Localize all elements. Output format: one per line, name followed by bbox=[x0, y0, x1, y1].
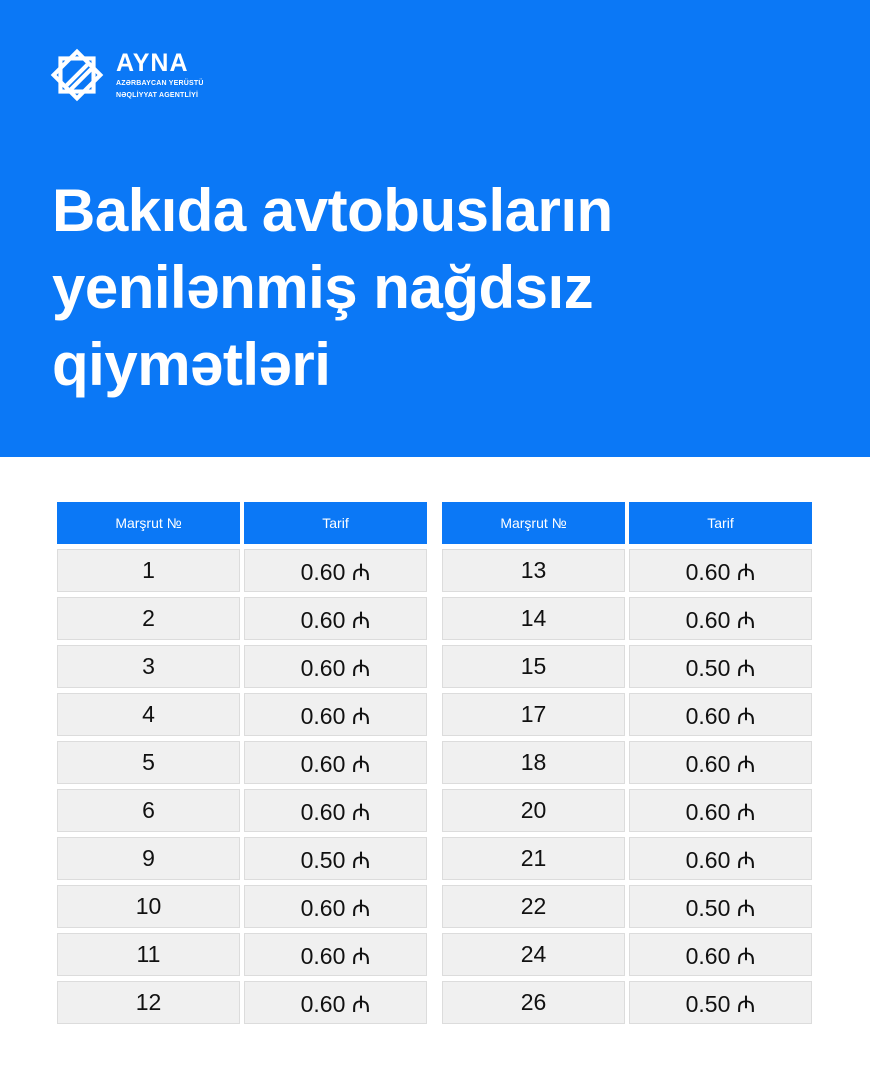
route-number-cell: 14 bbox=[442, 597, 625, 640]
route-number-cell: 6 bbox=[57, 789, 240, 832]
tariff-cell: 0.60 ₼ bbox=[244, 933, 427, 976]
fare-table-right: Marşrut № Tarif 13 0.60 ₼ 14 0.60 ₼ 15 0.50 ₼ 17… bbox=[442, 502, 812, 1024]
route-number-cell: 15 bbox=[442, 645, 625, 688]
header-route: Marşrut № bbox=[442, 502, 625, 544]
route-number-cell: 11 bbox=[57, 933, 240, 976]
tariff-cell: 0.50 ₼ bbox=[244, 837, 427, 880]
route-number-cell: 9 bbox=[57, 837, 240, 880]
tariff-cell: 0.60 ₼ bbox=[244, 789, 427, 832]
tariff-cell: 0.60 ₼ bbox=[244, 693, 427, 736]
fare-table-left: Marşrut № Tarif 1 0.60 ₼ 2 0.60 ₼ 3 0.60 ₼ 4 0.60… bbox=[57, 502, 427, 1024]
header-tariff: Tarif bbox=[629, 502, 812, 544]
tariff-cell: 0.50 ₼ bbox=[629, 885, 812, 928]
tariff-cell: 0.60 ₼ bbox=[629, 837, 812, 880]
route-number-cell: 22 bbox=[442, 885, 625, 928]
logo-subtitle-2: NƏQLİYYAT AGENTLİYİ bbox=[116, 92, 199, 99]
tariff-cell: 0.60 ₼ bbox=[244, 885, 427, 928]
tariff-cell: 0.60 ₼ bbox=[629, 789, 812, 832]
tariff-cell: 0.60 ₼ bbox=[629, 933, 812, 976]
route-number-cell: 13 bbox=[442, 549, 625, 592]
title-line: Bakıda avtobusların bbox=[52, 177, 613, 244]
tariff-cell: 0.60 ₼ bbox=[629, 549, 812, 592]
route-number-cell: 17 bbox=[442, 693, 625, 736]
logo-subtitle-1: AZƏRBAYCAN YERÜSTÜ bbox=[116, 80, 204, 87]
ayna-logo: AYNA AZƏRBAYCAN YERÜSTÜ NƏQLİYYAT AGENTL… bbox=[46, 44, 204, 106]
tariff-cell: 0.60 ₼ bbox=[244, 645, 427, 688]
tariff-cell: 0.60 ₼ bbox=[244, 981, 427, 1024]
tariff-cell: 0.60 ₼ bbox=[244, 741, 427, 784]
route-number-cell: 20 bbox=[442, 789, 625, 832]
route-number-cell: 10 bbox=[57, 885, 240, 928]
route-number-cell: 24 bbox=[442, 933, 625, 976]
tariff-cell: 0.60 ₼ bbox=[629, 741, 812, 784]
tariff-cell: 0.60 ₼ bbox=[244, 597, 427, 640]
route-number-cell: 1 bbox=[57, 549, 240, 592]
route-number-cell: 4 bbox=[57, 693, 240, 736]
route-number-cell: 18 bbox=[442, 741, 625, 784]
ayna-star-icon bbox=[50, 48, 104, 102]
route-number-cell: 5 bbox=[57, 741, 240, 784]
route-number-cell: 12 bbox=[57, 981, 240, 1024]
logo-name: AYNA bbox=[116, 49, 189, 77]
title-line: yenilənmiş nağdsız bbox=[52, 254, 594, 321]
header-tariff: Tarif bbox=[244, 502, 427, 544]
tariff-cell: 0.60 ₼ bbox=[629, 597, 812, 640]
route-number-cell: 21 bbox=[442, 837, 625, 880]
tariff-cell: 0.50 ₼ bbox=[629, 645, 812, 688]
page-title: Bakıda avtobusların yenilənmiş nağdsız q… bbox=[52, 172, 613, 403]
tariff-cell: 0.50 ₼ bbox=[629, 981, 812, 1024]
route-number-cell: 2 bbox=[57, 597, 240, 640]
header-banner: AYNA AZƏRBAYCAN YERÜSTÜ NƏQLİYYAT AGENTL… bbox=[0, 0, 870, 457]
route-number-cell: 26 bbox=[442, 981, 625, 1024]
header-route: Marşrut № bbox=[57, 502, 240, 544]
tariff-cell: 0.60 ₼ bbox=[244, 549, 427, 592]
title-line: qiymətləri bbox=[52, 331, 331, 398]
route-number-cell: 3 bbox=[57, 645, 240, 688]
tariff-cell: 0.60 ₼ bbox=[629, 693, 812, 736]
